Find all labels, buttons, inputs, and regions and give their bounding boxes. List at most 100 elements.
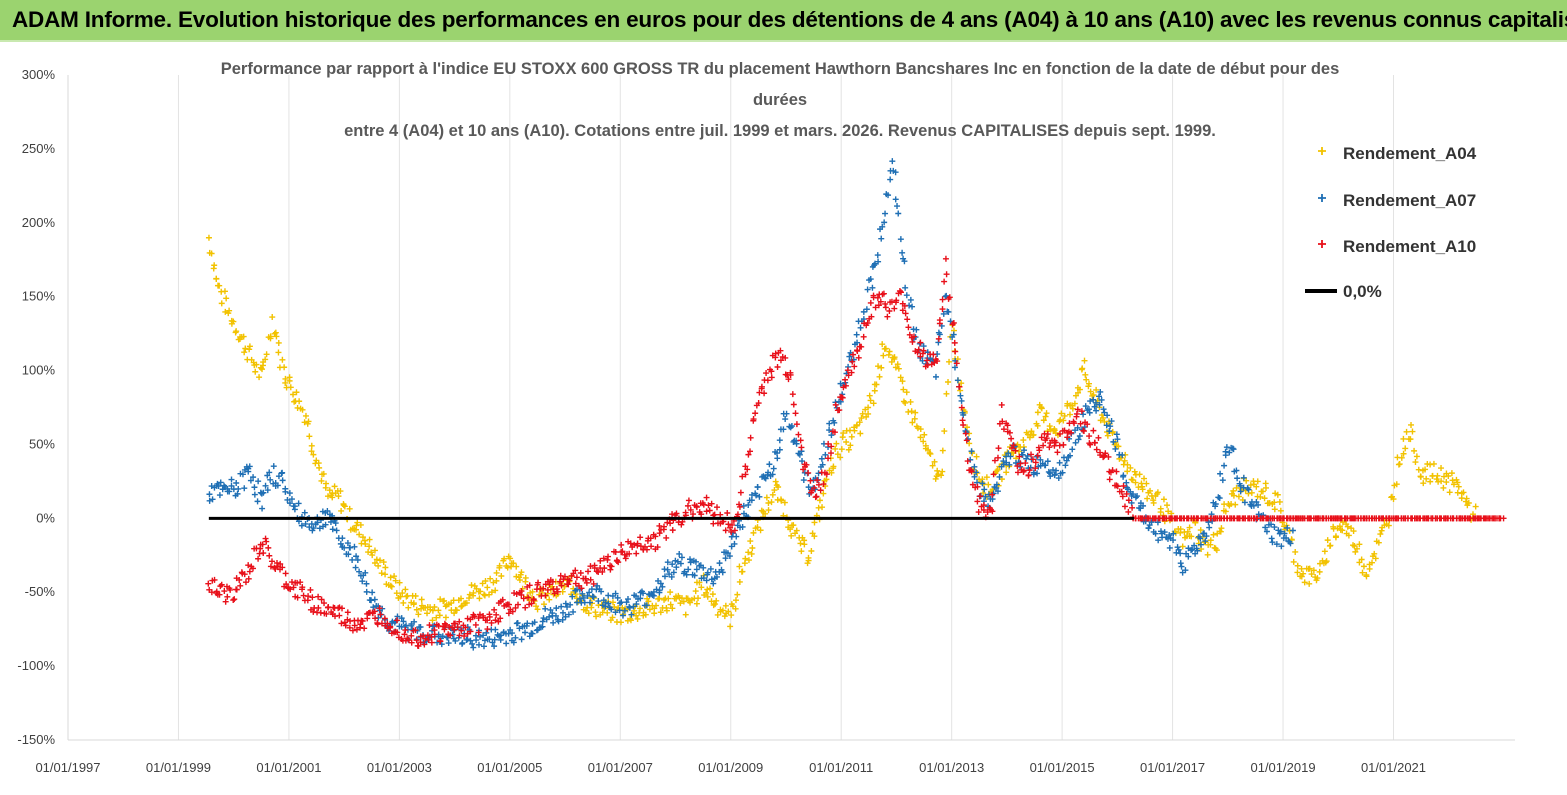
data-point — [1096, 393, 1103, 400]
data-point — [1241, 499, 1248, 506]
data-point — [1161, 529, 1168, 536]
data-point — [1044, 431, 1051, 438]
data-point — [831, 429, 838, 436]
data-point — [1271, 524, 1278, 531]
data-point — [247, 477, 254, 484]
data-point — [660, 526, 667, 533]
data-point — [1314, 575, 1321, 582]
data-point — [941, 278, 948, 285]
data-point — [590, 580, 597, 587]
data-point — [704, 593, 711, 600]
data-point — [875, 302, 882, 309]
data-point — [858, 415, 865, 422]
data-point — [286, 490, 293, 497]
data-point — [612, 590, 619, 597]
data-point — [454, 624, 461, 631]
data-point — [316, 464, 323, 471]
data-point — [691, 572, 698, 579]
data-point — [240, 333, 247, 340]
data-point — [1417, 473, 1424, 480]
data-point — [771, 487, 778, 494]
data-point — [1323, 558, 1330, 565]
data-point — [1112, 445, 1119, 452]
data-point — [475, 641, 482, 648]
data-point — [1292, 548, 1299, 555]
data-point — [486, 613, 493, 620]
data-point — [1125, 497, 1132, 504]
data-point — [279, 564, 286, 571]
data-point — [953, 360, 960, 367]
data-point — [1055, 475, 1062, 482]
data-point — [1248, 489, 1255, 496]
data-point — [1371, 550, 1378, 557]
legend-label: Rendement_A07 — [1343, 191, 1476, 210]
data-point — [1222, 508, 1229, 515]
data-point — [994, 454, 1001, 461]
data-point — [1028, 428, 1035, 435]
data-point — [894, 203, 901, 210]
data-point — [1212, 501, 1219, 508]
data-point — [678, 554, 685, 561]
data-point — [1132, 479, 1139, 486]
data-point — [510, 639, 517, 646]
data-point — [736, 563, 743, 570]
data-point — [847, 442, 854, 449]
data-point — [510, 560, 517, 567]
data-point — [924, 362, 931, 369]
data-point — [546, 581, 553, 588]
data-point — [769, 491, 776, 498]
data-point — [837, 380, 844, 387]
data-point — [218, 300, 225, 307]
data-point — [487, 575, 494, 582]
data-point — [235, 485, 242, 492]
data-point — [820, 481, 827, 488]
data-point — [1117, 454, 1124, 461]
x-tick-label: 01/01/1999 — [146, 760, 211, 775]
data-point — [353, 626, 360, 633]
data-point — [637, 595, 644, 602]
data-point — [441, 626, 448, 633]
data-point — [747, 448, 754, 455]
data-point — [1037, 456, 1044, 463]
data-point — [892, 196, 899, 203]
header-banner: ADAM Informe. Evolution historique des p… — [0, 0, 1567, 42]
data-point — [733, 533, 740, 540]
data-point — [1024, 452, 1031, 459]
data-point — [429, 607, 436, 614]
data-point — [1091, 403, 1098, 410]
data-point — [565, 611, 572, 618]
scatter-chart: 300%250%200%150%100%50%0%-50%-100%-150% … — [17, 60, 1515, 775]
data-point — [480, 643, 487, 650]
data-point — [488, 589, 495, 596]
data-point — [768, 368, 775, 375]
data-point — [1358, 556, 1365, 563]
data-point — [366, 536, 373, 543]
data-point — [501, 555, 508, 562]
data-point — [1175, 546, 1182, 553]
data-point — [1074, 406, 1081, 413]
data-point — [1071, 420, 1078, 427]
data-point — [359, 578, 366, 585]
data-point — [626, 604, 633, 611]
data-point — [1194, 547, 1201, 554]
data-point — [836, 407, 843, 414]
data-point — [838, 446, 845, 453]
data-point — [584, 592, 591, 599]
series-Rendement_A04 — [205, 234, 1479, 630]
data-point — [1230, 492, 1237, 499]
data-point — [412, 593, 419, 600]
data-point — [468, 582, 475, 589]
data-point — [267, 333, 274, 340]
data-point — [879, 341, 886, 348]
data-point — [867, 276, 874, 283]
data-point — [580, 594, 587, 601]
data-point — [917, 434, 924, 441]
data-point — [1113, 482, 1120, 489]
data-point — [1056, 430, 1063, 437]
data-point — [1105, 453, 1112, 460]
data-point — [1427, 478, 1434, 485]
data-point — [1445, 473, 1452, 480]
data-point — [299, 406, 306, 413]
data-point — [722, 527, 729, 534]
data-point — [542, 592, 549, 599]
